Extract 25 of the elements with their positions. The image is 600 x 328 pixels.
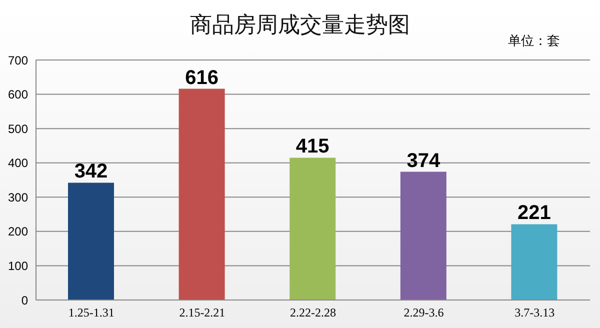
y-tick-label: 600 (8, 88, 28, 102)
data-label: 415 (296, 136, 330, 158)
y-tick-label: 500 (8, 122, 28, 136)
y-tick-label: 0 (21, 293, 28, 308)
y-tick-label: 200 (8, 224, 28, 239)
y-tick-label: 700 (8, 53, 28, 68)
bar (290, 158, 336, 300)
x-tick-label: 2.29-3.6 (404, 306, 444, 320)
data-label: 616 (185, 66, 218, 89)
y-tick-label: 100 (8, 258, 28, 273)
data-label: 221 (518, 202, 551, 224)
data-label: 342 (74, 160, 108, 183)
bar (68, 182, 114, 300)
y-tick-label: 300 (8, 190, 28, 204)
x-tick-label: 1.25-1.31 (68, 306, 114, 320)
bar (511, 224, 558, 300)
x-tick-label: 3.7-3.13 (514, 306, 555, 320)
bar (400, 172, 446, 300)
bar (178, 88, 225, 300)
chart-title: 商品房周成交量走势图 (190, 13, 410, 38)
data-label: 374 (406, 150, 441, 172)
text: 单位：套 (508, 33, 560, 50)
x-tick-label: 2.15-2.21 (179, 306, 226, 320)
y-tick-label: 400 (8, 156, 28, 170)
x-tick-label: 2.22-2.28 (290, 306, 336, 320)
